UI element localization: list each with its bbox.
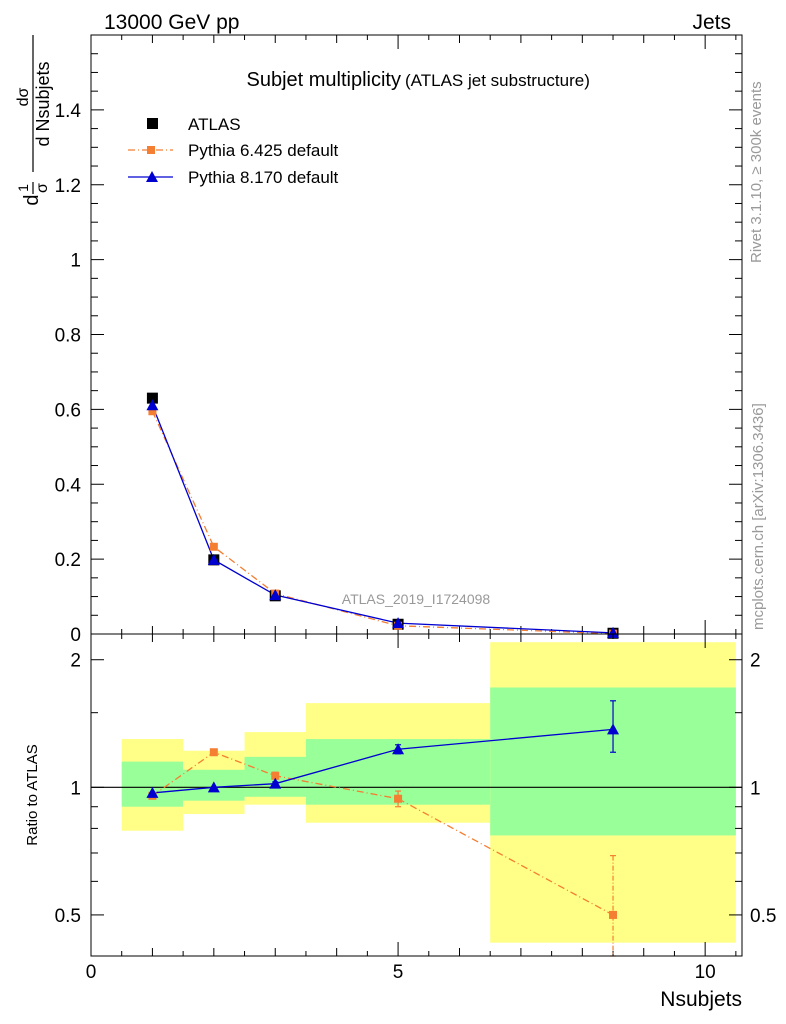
xlabel: Nsubjets xyxy=(660,988,742,1011)
legend-marker-pythia6 xyxy=(147,146,155,154)
ratio-point-pythia6 xyxy=(209,748,218,757)
ratio-point-pythia8 xyxy=(269,777,282,789)
legend: ATLAS Pythia 6.425 default Pythia 8.170 … xyxy=(128,115,339,187)
main-panel: 0 0.2 0.4 0.6 0.8 1 1.2 1.4 Subjet multiplicity… xyxy=(15,34,743,646)
main-point-pythia8 xyxy=(207,553,220,565)
ylabel-d: d xyxy=(21,194,43,205)
ratio-ylabel: Ratio to ATLAS xyxy=(24,744,41,845)
main-point-pythia6 xyxy=(148,407,157,416)
legend-label-pythia6: Pythia 6.425 default xyxy=(188,141,339,160)
ylabel-den-2: d Nsubjets xyxy=(33,61,53,146)
ratio-ytick-label-right: 2 xyxy=(750,651,761,672)
legend-marker-pythia8 xyxy=(146,171,158,182)
ratio-point-pythia6 xyxy=(271,771,280,780)
legend-entry-pythia8: Pythia 8.170 default xyxy=(128,168,339,187)
ratio-ytick-label-right: 1 xyxy=(750,778,761,799)
xtick-label: 5 xyxy=(393,962,404,983)
ratio-point-pythia8 xyxy=(607,723,620,735)
legend-marker-atlas xyxy=(147,118,158,129)
xtick-label: 0 xyxy=(86,962,97,983)
ratio-ytick-label-left: 0.5 xyxy=(55,906,81,927)
ratio-ytick-label-left: 2 xyxy=(70,651,81,672)
ylabel-num-1: 1 xyxy=(15,184,31,192)
ratio-ytick-label-left: 1 xyxy=(70,778,81,799)
process-label: Jets xyxy=(692,11,731,34)
ylabel-den-1: σ xyxy=(34,183,51,193)
legend-entry-atlas: ATLAS xyxy=(147,115,241,134)
ratio-point-pythia8 xyxy=(146,786,159,798)
ratio-point-pythia6 xyxy=(609,910,618,919)
main-point-atlas xyxy=(146,392,158,404)
main-ytick-label: 0.8 xyxy=(55,326,81,347)
main-ytick-label: 0.4 xyxy=(55,475,82,496)
ylabel-num-2: dσ xyxy=(15,87,32,106)
ratio-point-pythia6 xyxy=(394,794,403,803)
main-series xyxy=(146,392,620,639)
main-point-pythia6 xyxy=(209,542,218,551)
ratio-frame xyxy=(90,633,743,957)
main-point-pythia8 xyxy=(269,589,282,601)
main-ytick-label: 1 xyxy=(70,251,81,272)
main-point-pythia8 xyxy=(146,399,159,411)
side-rivet-label: Rivet 3.1.10, ≥ 300k events xyxy=(748,81,765,263)
ratio-ytick-label-right: 0.5 xyxy=(750,906,776,927)
legend-label-pythia8: Pythia 8.170 default xyxy=(188,168,339,187)
main-axis-ticks: 0 0.2 0.4 0.6 0.8 1 1.2 1.4 xyxy=(55,35,742,646)
main-ytick-label: 1.2 xyxy=(55,176,81,197)
legend-label-atlas: ATLAS xyxy=(188,115,241,134)
chart-title: Subjet multiplicity xyxy=(246,69,401,91)
analysis-id: ATLAS_2019_I1724098 xyxy=(342,591,491,607)
ratio-point-pythia8 xyxy=(392,743,405,755)
ratio-band-inner xyxy=(121,761,184,807)
ratio-point-pythia8 xyxy=(207,781,220,793)
chart-subtitle: (ATLAS jet substructure) xyxy=(405,71,590,90)
energy-label: 13000 GeV pp xyxy=(104,11,239,34)
main-ytick-label: 0.2 xyxy=(55,550,81,571)
main-ytick-label: 0 xyxy=(70,625,81,646)
ratio-bands xyxy=(91,642,742,943)
main-ytick-label: 1.4 xyxy=(55,101,82,122)
legend-entry-pythia6: Pythia 6.425 default xyxy=(128,141,339,160)
ratio-axis-ticks: 0.5 0.5 1 1 2 2 0 5 10 xyxy=(55,634,776,983)
main-point-pythia8 xyxy=(607,626,620,638)
main-ylabel: d 1 σ dσ d Nsubjets xyxy=(15,35,53,206)
main-point-pythia8 xyxy=(392,617,405,629)
side-mcplots-label: mcplots.cern.ch [arXiv:1306.3436] xyxy=(750,403,767,630)
xtick-label: 10 xyxy=(695,962,716,983)
ratio-panel: 0.5 0.5 1 1 2 2 0 5 10 Ratio to ATLAS Nsubjets xyxy=(24,633,776,1011)
main-ytick-label: 0.6 xyxy=(55,400,81,421)
